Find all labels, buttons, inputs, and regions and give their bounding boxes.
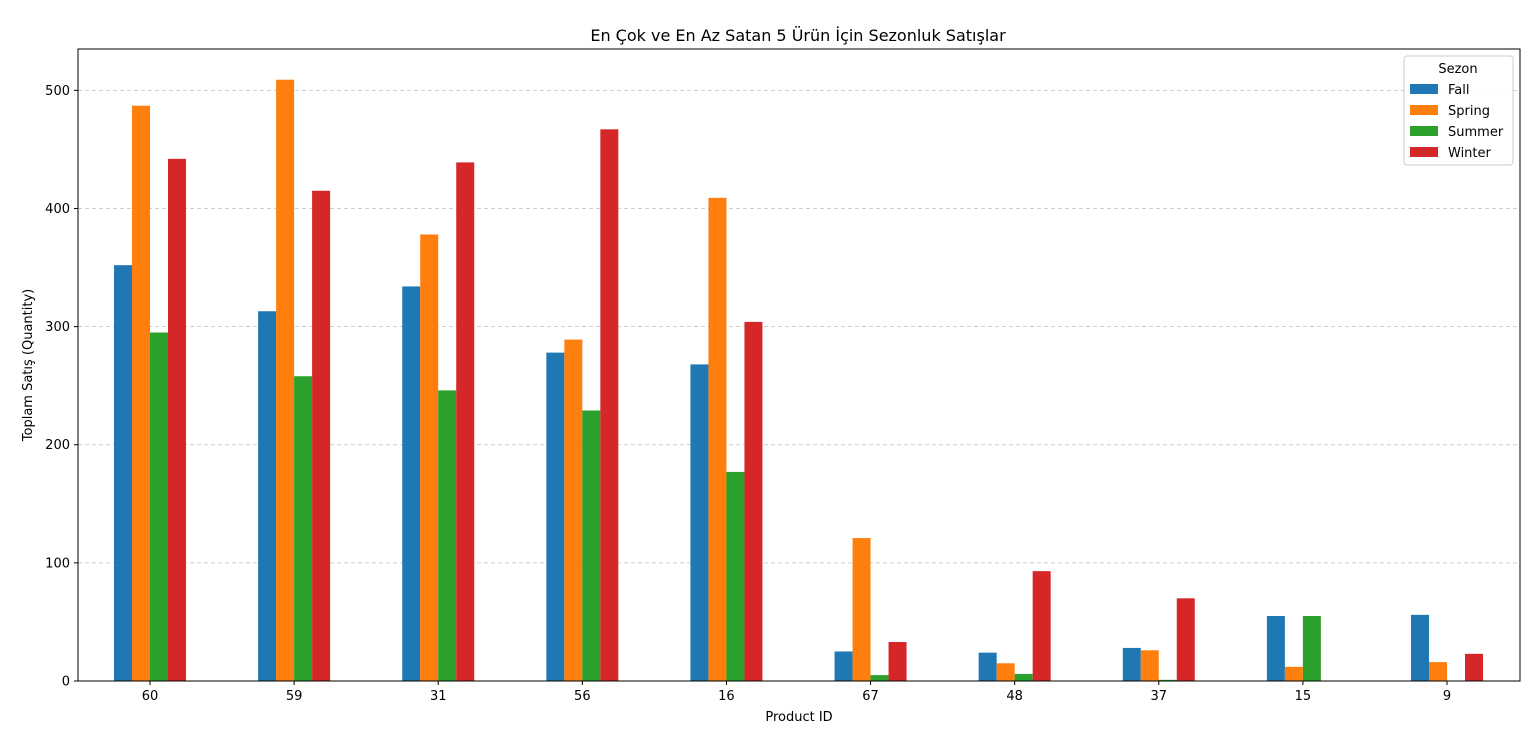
bar-spring-56 <box>564 339 583 681</box>
x-tick-labels: 60 59 31 56 16 67 48 37 15 9 <box>142 681 1451 704</box>
bar-fall-48 <box>978 652 997 681</box>
bar-winter-31 <box>456 162 475 681</box>
x-tick-label: 48 <box>1006 689 1023 704</box>
y-tick-label: 400 <box>45 202 70 217</box>
bar-spring-37 <box>1140 650 1159 681</box>
y-tick-label: 300 <box>45 320 70 335</box>
x-tick-label: 16 <box>718 689 735 704</box>
bar-summer-67 <box>870 675 889 681</box>
x-tick-label: 59 <box>286 689 303 704</box>
bar-summer-56 <box>582 410 601 681</box>
x-axis-label: Product ID <box>765 710 832 725</box>
legend-swatch-spring <box>1410 105 1438 115</box>
bar-summer-48 <box>1014 673 1033 681</box>
bar-winter-16 <box>744 321 763 681</box>
bar-winter-37 <box>1176 598 1195 681</box>
bar-winter-9 <box>1465 653 1483 681</box>
bar-summer-59 <box>294 376 313 681</box>
y-tick-label: 200 <box>45 438 70 453</box>
bar-winter-56 <box>600 129 619 681</box>
bar-summer-60 <box>150 332 168 681</box>
y-tick-label: 0 <box>62 675 70 690</box>
bar-fall-15 <box>1266 616 1285 681</box>
bar-spring-15 <box>1284 666 1303 681</box>
y-axis-label: Toplam Satış (Quantity) <box>21 289 36 442</box>
bar-fall-67 <box>834 651 853 681</box>
legend-label-summer: Summer <box>1448 125 1504 140</box>
bar-fall-60 <box>114 265 132 681</box>
bar-fall-56 <box>546 352 565 681</box>
x-tick-label: 37 <box>1151 689 1168 704</box>
bar-spring-31 <box>420 234 439 681</box>
legend-swatch-summer <box>1410 126 1438 136</box>
bar-winter-48 <box>1032 571 1051 681</box>
y-tick-label: 100 <box>45 556 70 571</box>
legend-box <box>1403 55 1514 166</box>
bar-fall-37 <box>1122 647 1141 681</box>
bar-spring-60 <box>132 105 150 681</box>
legend-swatch-fall <box>1410 84 1438 94</box>
chart-title: En Çok ve En Az Satan 5 Ürün İçin Sezonl… <box>590 26 1006 45</box>
x-tick-label: 67 <box>862 689 879 704</box>
bar-summer-37 <box>1158 679 1177 681</box>
bar-winter-60 <box>168 158 186 681</box>
bar-spring-48 <box>996 663 1015 681</box>
bar-winter-67 <box>888 642 907 681</box>
x-tick-label: 60 <box>142 689 159 704</box>
bar-summer-15 <box>1302 616 1321 681</box>
x-tick-label: 15 <box>1295 689 1312 704</box>
bar-spring-59 <box>276 79 295 682</box>
bar-summer-16 <box>726 471 745 681</box>
y-tick-labels: 0 100 200 300 400 500 <box>45 84 78 690</box>
y-tick-label: 500 <box>45 84 70 99</box>
legend-label-winter: Winter <box>1448 146 1492 161</box>
plot-frame <box>77 48 1521 682</box>
legend-label-fall: Fall <box>1448 83 1469 98</box>
legend-title: Sezon <box>1438 62 1477 77</box>
x-tick-label: 31 <box>430 689 447 704</box>
bar-spring-9 <box>1429 662 1447 681</box>
bar-spring-67 <box>852 538 871 681</box>
legend: Sezon Fall Spring Summer Winter <box>1403 55 1514 166</box>
bar-summer-31 <box>438 390 457 681</box>
bar-spring-16 <box>708 197 727 682</box>
bar-fall-31 <box>402 286 421 681</box>
legend-label-spring: Spring <box>1448 104 1490 119</box>
x-tick-label: 56 <box>574 689 591 704</box>
bar-winter-59 <box>312 190 331 681</box>
x-tick-label: 9 <box>1443 689 1451 704</box>
bar-fall-59 <box>258 311 277 681</box>
legend-items: Fall Spring Summer Winter <box>1410 83 1504 161</box>
bars-group <box>114 79 1483 682</box>
bar-fall-16 <box>690 364 709 681</box>
bar-fall-9 <box>1411 614 1429 681</box>
legend-swatch-winter <box>1410 147 1438 157</box>
